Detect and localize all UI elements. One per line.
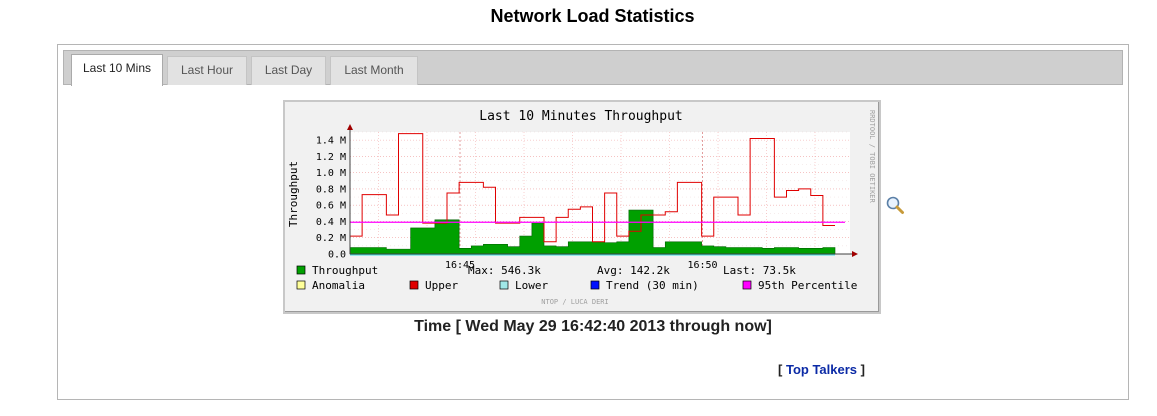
- chart-title: Last 10 Minutes Throughput: [479, 109, 683, 124]
- tab-last-month[interactable]: Last Month: [330, 56, 418, 85]
- tab-bar: Last 10 Mins Last Hour Last Day Last Mon…: [63, 50, 1123, 86]
- x-axis-arrow: [852, 251, 858, 257]
- legend-label: Throughput: [312, 264, 378, 277]
- stat-max: Max: 546.3k: [468, 264, 541, 277]
- ntop-watermark: NTOP / LUCA DERI: [541, 298, 608, 306]
- y-tick-label: 0.6 M: [316, 201, 346, 212]
- bracket-close: ]: [860, 362, 865, 377]
- legend-label: 95th Percentile: [758, 279, 857, 292]
- y-tick-label: 1.2 M: [316, 152, 346, 163]
- y-tick-label: 0.2 M: [316, 233, 346, 244]
- stat-last: Last: 73.5k: [723, 264, 796, 277]
- legend-label: Anomalia: [312, 279, 365, 292]
- rrdtool-watermark: RRDTOOL / TOBI OETIKER: [868, 110, 876, 204]
- magnifier-icon[interactable]: [885, 195, 905, 215]
- x-tick-label: 16:50: [687, 260, 717, 271]
- y-axis-label: Throughput: [287, 161, 300, 227]
- legend-swatch: [296, 265, 306, 275]
- legend-swatch: [296, 280, 306, 290]
- legend-label: Upper: [425, 279, 458, 292]
- legend-label: Trend (30 min): [606, 279, 699, 292]
- tab-last-10-mins[interactable]: Last 10 Mins: [71, 54, 163, 86]
- tab-last-day[interactable]: Last Day: [251, 56, 326, 85]
- upper-line: [350, 133, 835, 243]
- throughput-chart: Last 10 Minutes Throughput Throughput RR…: [287, 109, 876, 306]
- legend-swatch: [409, 280, 419, 290]
- y-axis-arrow: [347, 124, 353, 130]
- y-tick-label: 0.8 M: [316, 184, 346, 195]
- legend-swatch: [742, 280, 752, 290]
- time-range-label: Time [ Wed May 29 16:42:40 2013 through …: [414, 318, 772, 335]
- y-tick-label: 1.4 M: [316, 136, 346, 147]
- page-title: Network Load Statistics: [490, 6, 695, 26]
- stat-avg: Avg: 142.2k: [597, 264, 670, 277]
- top-talkers-link[interactable]: Top Talkers: [785, 362, 858, 377]
- legend-swatch: [499, 280, 509, 290]
- x-tick-label: 16:45: [445, 260, 475, 271]
- legend-swatch: [590, 280, 600, 290]
- bracket-open: [: [778, 362, 783, 377]
- throughput-graph[interactable]: Last 10 Minutes Throughput Throughput RR…: [283, 100, 881, 314]
- y-tick-label: 0.0: [328, 250, 346, 261]
- tab-last-hour[interactable]: Last Hour: [167, 56, 247, 85]
- top-talkers-link-wrapper: [ Top Talkers ]: [778, 362, 865, 377]
- y-tick-label: 1.0 M: [316, 168, 346, 179]
- legend-label: Lower: [515, 279, 548, 292]
- y-tick-label: 0.4 M: [316, 217, 346, 228]
